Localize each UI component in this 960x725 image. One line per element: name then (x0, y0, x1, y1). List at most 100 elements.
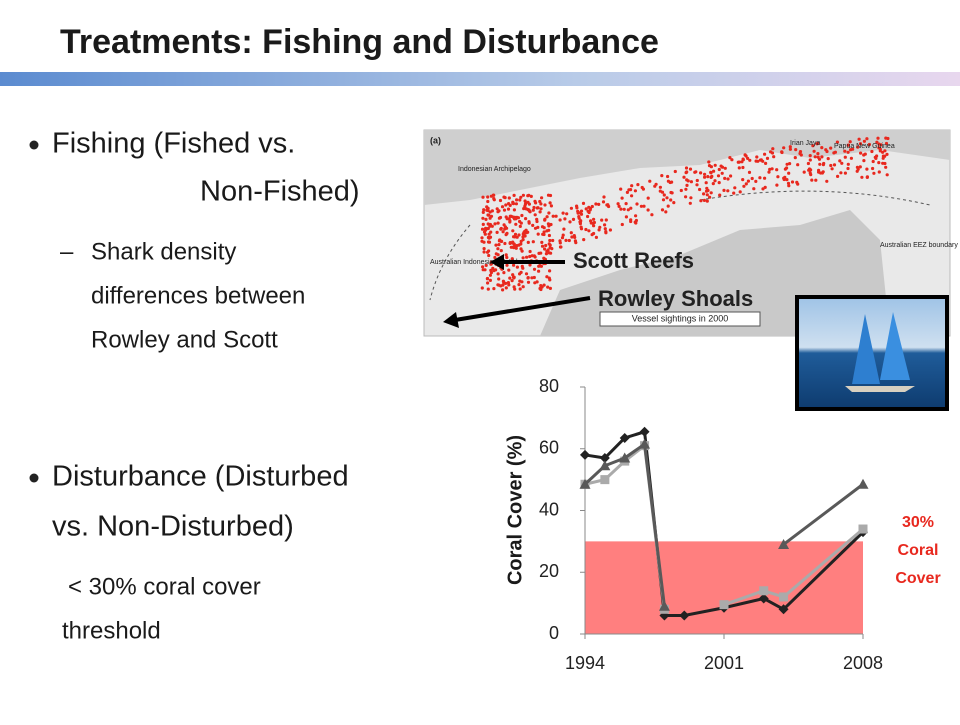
vessel-dot (587, 229, 591, 233)
vessel-dot (518, 287, 522, 291)
vessel-dot (738, 190, 742, 194)
vessel-dot (826, 157, 830, 161)
slide-title: Treatments: Fishing and Disturbance (60, 23, 659, 61)
vessel-dot (499, 249, 503, 253)
vessel-dot (840, 161, 844, 165)
arrow-head (443, 312, 459, 328)
vessel-dot (515, 265, 520, 269)
vessel-dot (523, 199, 527, 203)
vessel-dot (528, 263, 532, 267)
vessel-dot (693, 170, 697, 174)
vessel-dot (481, 195, 485, 199)
vessel-dot (537, 269, 541, 273)
vessel-dot (497, 277, 501, 281)
x-tick-label: 1994 (565, 653, 605, 673)
vessel-dot (782, 146, 786, 150)
vessel-dot (483, 268, 487, 272)
vessel-dot (877, 161, 881, 165)
vessel-dot (502, 208, 507, 212)
point (779, 592, 789, 602)
vessel-dot (496, 272, 500, 276)
vessel-dot (531, 208, 535, 212)
vessel-dot (592, 217, 596, 221)
vessel-dot (482, 247, 486, 251)
vessel-dot (752, 187, 756, 191)
vessel-dot (877, 170, 881, 174)
vessel-dot (717, 167, 721, 172)
vessel-dot (754, 159, 758, 163)
vessel-dot (616, 202, 620, 206)
vessel-dot (767, 170, 771, 174)
vessel-dot (744, 182, 748, 186)
vessel-dot (711, 182, 715, 186)
vessel-dot (546, 285, 550, 289)
vessel-dot (496, 283, 500, 287)
vessel-dot (519, 221, 523, 225)
vessel-dot (785, 162, 789, 166)
vessel-dot (592, 224, 596, 228)
point (580, 449, 590, 460)
vessel-dot (702, 192, 706, 196)
vessel-dot (562, 227, 566, 231)
vessel-dot (624, 202, 628, 206)
vessel-dot (560, 236, 565, 240)
vessel-dot (487, 213, 491, 217)
vessel-dot (763, 152, 767, 156)
vessel-dot (505, 231, 509, 235)
vessel-dot (534, 201, 538, 205)
vessel-dot (877, 146, 881, 150)
vessel-dot (648, 179, 652, 183)
threshold-label: Cover (895, 570, 940, 587)
map-label: Australian EEZ boundary (880, 242, 958, 249)
vessel-dot (511, 229, 515, 233)
vessel-dot (775, 183, 779, 187)
vessel-dot (886, 136, 890, 141)
vessel-dot (626, 208, 630, 212)
map-label: Papua New Guinea (834, 143, 895, 150)
vessel-dot (569, 206, 574, 210)
vessel-dot (666, 179, 671, 183)
vessel-dot (625, 190, 630, 194)
vessel-dot (496, 221, 500, 225)
vessel-dot (816, 155, 820, 159)
vessel-dot (860, 175, 864, 179)
vessel-dot (481, 222, 485, 226)
vessel-dot (567, 238, 571, 243)
vessel-dot (520, 280, 524, 284)
vessel-dot (726, 189, 730, 193)
y-tick-label: 0 (549, 623, 559, 643)
vessel-dot (750, 176, 754, 181)
map-boundary (429, 190, 931, 301)
vessel-dot (495, 230, 499, 234)
y-axis-label: Coral Cover (%) (504, 435, 526, 585)
vessel-dot (705, 199, 709, 203)
vessel-dot (511, 201, 515, 205)
vessel-dot (519, 242, 523, 246)
vessel-dot (532, 275, 536, 280)
vessel-dot (634, 214, 638, 218)
vessel-dot (646, 196, 650, 200)
vessel-dot (732, 191, 736, 195)
vessel-dot (482, 208, 486, 212)
point (599, 453, 610, 464)
vessel-dot (485, 250, 490, 254)
vessel-dot (547, 211, 551, 215)
vessel-dot (824, 148, 828, 152)
vessel-dot (658, 189, 662, 193)
vessel-dot (504, 286, 508, 290)
vessel-dot (630, 184, 634, 188)
sail (880, 312, 910, 380)
vessel-dot (561, 211, 565, 215)
vessel-dot (494, 243, 498, 247)
map-caption: Vessel sightings in 2000 (632, 313, 729, 323)
vessel-dot (875, 140, 879, 144)
vessel-dot (482, 240, 486, 244)
vessel-dot (510, 279, 514, 283)
vessel-dot (524, 217, 528, 221)
vessel-dot (528, 249, 532, 254)
vessel-dot (684, 171, 688, 175)
vessel-dot (539, 251, 543, 255)
vessel-dot (818, 162, 822, 166)
vessel-dot (496, 247, 500, 251)
vessel-dot (846, 166, 850, 171)
